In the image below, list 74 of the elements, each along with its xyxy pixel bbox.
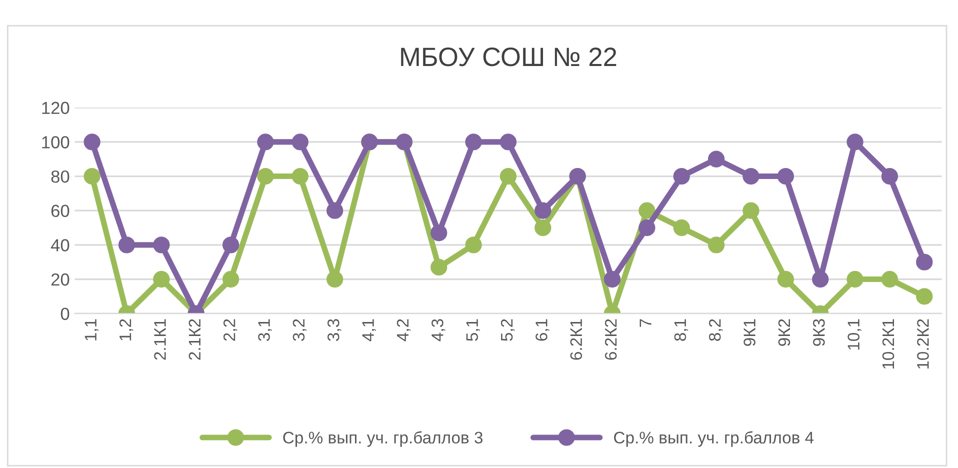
point [881,270,898,288]
point [846,270,864,288]
point [846,134,864,150]
point [534,219,552,236]
x-tick-label: 2.1К1 [154,319,166,360]
x-tick-label: 4,3 [432,319,446,342]
y-tick-label: 0 [60,308,70,320]
point [222,236,240,254]
point [257,134,274,150]
point [638,202,656,219]
point [465,236,482,254]
y-tick-label: 20 [51,273,70,286]
y-tick-label: 40 [50,239,70,252]
x-tick-label: 2,2 [223,319,238,341]
point [708,150,725,168]
x-tick-label: 6,1 [536,319,550,341]
point [430,258,448,276]
point [673,219,690,236]
point [118,236,136,254]
x-tick-label: 1,2 [119,319,134,340]
point [430,224,448,242]
point [84,168,100,185]
x-tick-label: 6.2К2 [604,319,617,360]
x-tick-label: 3,2 [292,319,307,341]
point [84,134,100,150]
point [604,270,621,288]
x-tick-label: 8,2 [708,319,723,341]
x-tick-label: 3,3 [327,319,342,341]
point [742,202,760,219]
point [222,270,240,288]
point [500,168,517,185]
y-tick-label: 60 [51,204,70,218]
x-tick-label: 7 [640,319,652,327]
point [326,270,344,288]
point [742,168,760,185]
y-tick-label: 80 [51,170,70,183]
x-tick-label: 5,1 [466,319,480,341]
x-tick-label: 8,1 [674,319,688,341]
point [326,202,344,219]
x-tick-label: 9К1 [744,319,756,346]
x-tick-label: 9К3 [813,319,825,346]
x-tick-label: 2.1К2 [188,319,200,360]
x-tick-label: 5,2 [500,319,515,341]
point [881,168,898,185]
point [916,288,933,305]
x-tick-label: 10.2К2 [917,319,929,369]
point [153,236,170,254]
chart-title: МБОУ СОШ № 22 [401,48,616,66]
x-tick-label: 3,1 [258,319,272,341]
point [916,254,933,270]
point [153,270,170,288]
point [465,134,482,150]
point [500,134,517,150]
x-tick-label: 6.2К1 [570,319,582,360]
point [257,168,274,185]
x-tick-label: 10.2К1 [882,319,894,369]
x-tick-label: 1,1 [84,319,99,340]
point [638,219,656,236]
point [673,168,690,185]
point [534,202,552,219]
x-tick-label: 10,1 [848,319,862,350]
point [777,168,794,185]
legend-label: Ср.% вып. уч. гр.баллов 4 [614,431,814,447]
x-tick-label: 4,1 [362,319,376,342]
point [777,270,794,288]
y-tick-label: 100 [42,136,70,148]
x-tick-label: 9К2 [778,319,790,346]
x-tick-label: 4,2 [396,319,411,342]
point [812,270,829,288]
legend-label: Ср.% вып. уч. гр.баллов 3 [283,431,482,447]
point [708,236,725,254]
point [292,168,308,185]
y-tick-label: 120 [42,102,70,114]
point [292,134,308,150]
